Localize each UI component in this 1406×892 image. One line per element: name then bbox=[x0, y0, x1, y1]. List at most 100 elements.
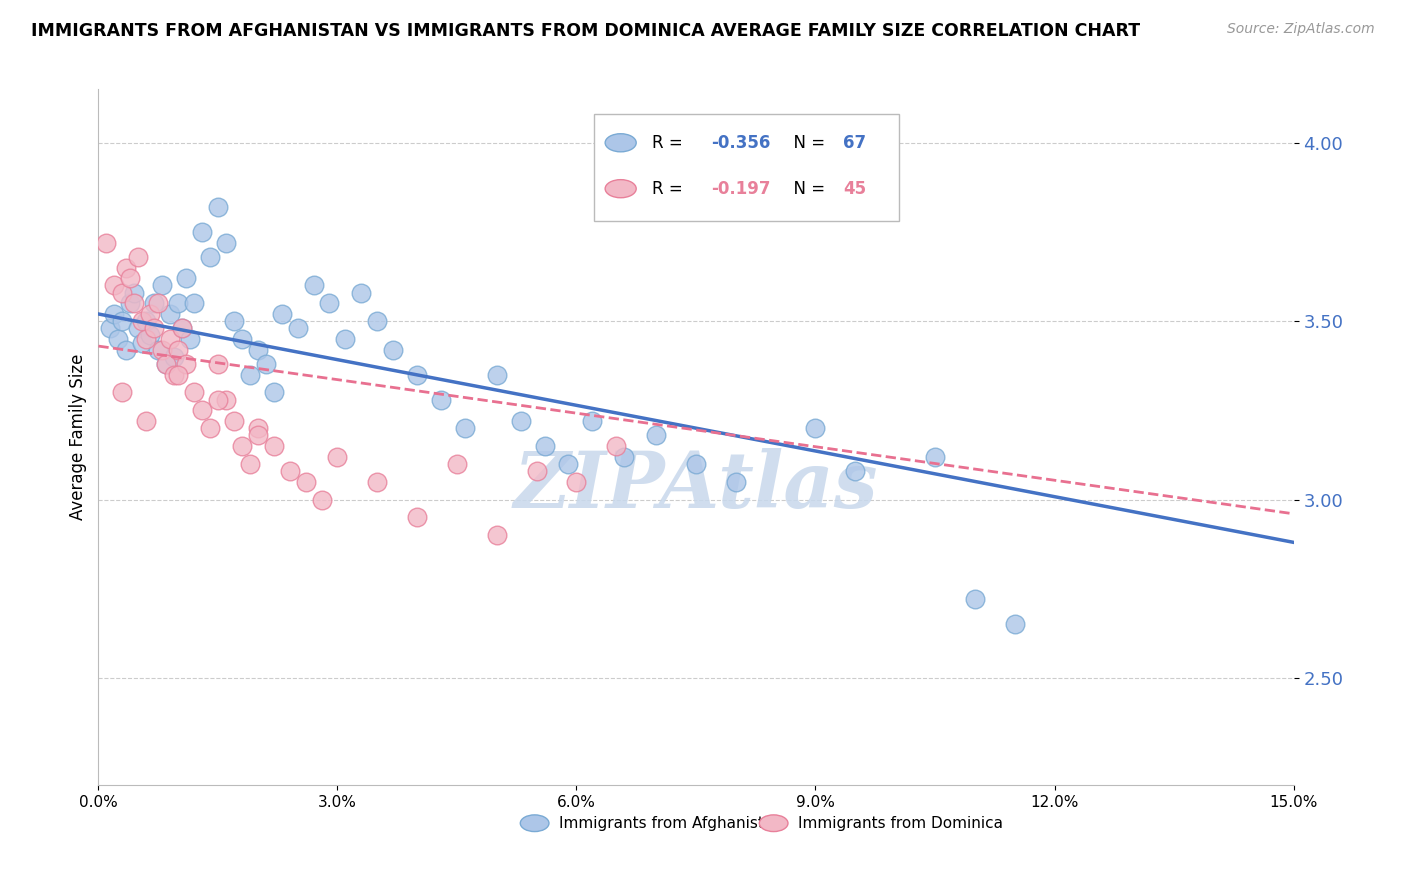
Point bbox=[430, 392, 453, 407]
Point bbox=[533, 439, 555, 453]
Point bbox=[207, 392, 229, 407]
Point bbox=[131, 335, 153, 350]
Point bbox=[139, 328, 162, 343]
Point bbox=[135, 314, 157, 328]
Point bbox=[155, 357, 177, 371]
Circle shape bbox=[605, 134, 637, 152]
Text: R =: R = bbox=[652, 179, 688, 198]
Point bbox=[263, 439, 285, 453]
Point bbox=[485, 528, 508, 542]
Point bbox=[111, 285, 134, 300]
Point bbox=[446, 457, 468, 471]
Circle shape bbox=[520, 815, 548, 831]
Point bbox=[150, 343, 173, 357]
Y-axis label: Average Family Size: Average Family Size bbox=[69, 354, 87, 520]
Point bbox=[103, 278, 125, 293]
Point bbox=[454, 421, 477, 435]
Point bbox=[231, 332, 253, 346]
Point bbox=[124, 296, 146, 310]
Point bbox=[222, 314, 245, 328]
Point bbox=[191, 225, 214, 239]
Point bbox=[406, 510, 429, 524]
Text: IMMIGRANTS FROM AFGHANISTAN VS IMMIGRANTS FROM DOMINICA AVERAGE FAMILY SIZE CORR: IMMIGRANTS FROM AFGHANISTAN VS IMMIGRANT… bbox=[31, 22, 1140, 40]
Circle shape bbox=[759, 815, 787, 831]
Point bbox=[382, 343, 405, 357]
Point bbox=[127, 250, 149, 264]
Point bbox=[172, 321, 194, 335]
Point bbox=[179, 332, 201, 346]
Point bbox=[406, 368, 429, 382]
Point bbox=[215, 392, 238, 407]
Point bbox=[167, 368, 190, 382]
Point bbox=[150, 278, 173, 293]
Point bbox=[565, 475, 588, 489]
Point bbox=[207, 357, 229, 371]
Point bbox=[124, 285, 146, 300]
Point bbox=[143, 321, 166, 335]
Point bbox=[135, 414, 157, 428]
Point bbox=[239, 368, 262, 382]
Point bbox=[605, 439, 627, 453]
Point bbox=[278, 464, 301, 478]
Point bbox=[222, 414, 245, 428]
Point bbox=[143, 296, 166, 310]
Point bbox=[174, 357, 197, 371]
Point bbox=[246, 421, 269, 435]
Point bbox=[613, 450, 636, 464]
Point bbox=[485, 368, 508, 382]
Point bbox=[335, 332, 357, 346]
Point bbox=[581, 414, 603, 428]
Point bbox=[115, 260, 138, 275]
Point bbox=[804, 421, 827, 435]
Point bbox=[172, 321, 194, 335]
Point bbox=[139, 307, 162, 321]
Point bbox=[263, 385, 285, 400]
Point bbox=[120, 271, 142, 285]
Point bbox=[685, 457, 707, 471]
Point bbox=[163, 350, 186, 364]
Point bbox=[98, 321, 122, 335]
Point bbox=[127, 321, 149, 335]
Circle shape bbox=[605, 179, 637, 198]
Point bbox=[198, 250, 221, 264]
Text: 67: 67 bbox=[844, 134, 866, 152]
Point bbox=[167, 343, 190, 357]
Point bbox=[557, 457, 579, 471]
Point bbox=[215, 235, 238, 250]
Point bbox=[174, 271, 197, 285]
Point bbox=[191, 403, 214, 417]
Point bbox=[111, 385, 134, 400]
Point bbox=[645, 428, 668, 442]
Point bbox=[246, 343, 269, 357]
Point bbox=[207, 200, 229, 214]
Point bbox=[198, 421, 221, 435]
Point bbox=[294, 475, 316, 489]
Point bbox=[167, 296, 190, 310]
Point bbox=[115, 343, 138, 357]
Point bbox=[159, 332, 181, 346]
Text: ZIPAtlas: ZIPAtlas bbox=[513, 448, 879, 524]
Text: Source: ZipAtlas.com: Source: ZipAtlas.com bbox=[1227, 22, 1375, 37]
Text: -0.197: -0.197 bbox=[711, 179, 770, 198]
Point bbox=[254, 357, 277, 371]
Point bbox=[131, 314, 153, 328]
Point bbox=[183, 385, 205, 400]
Point bbox=[366, 475, 388, 489]
Point bbox=[120, 296, 142, 310]
Text: N =: N = bbox=[783, 134, 831, 152]
Point bbox=[526, 464, 548, 478]
Point bbox=[107, 332, 129, 346]
Point bbox=[724, 475, 747, 489]
Point bbox=[163, 368, 186, 382]
FancyBboxPatch shape bbox=[595, 113, 900, 221]
Text: -0.356: -0.356 bbox=[711, 134, 770, 152]
Point bbox=[231, 439, 253, 453]
Text: 45: 45 bbox=[844, 179, 866, 198]
Point bbox=[111, 314, 134, 328]
Point bbox=[366, 314, 388, 328]
Point bbox=[302, 278, 325, 293]
Point bbox=[844, 464, 866, 478]
Point bbox=[148, 343, 170, 357]
Point bbox=[924, 450, 946, 464]
Point bbox=[103, 307, 125, 321]
